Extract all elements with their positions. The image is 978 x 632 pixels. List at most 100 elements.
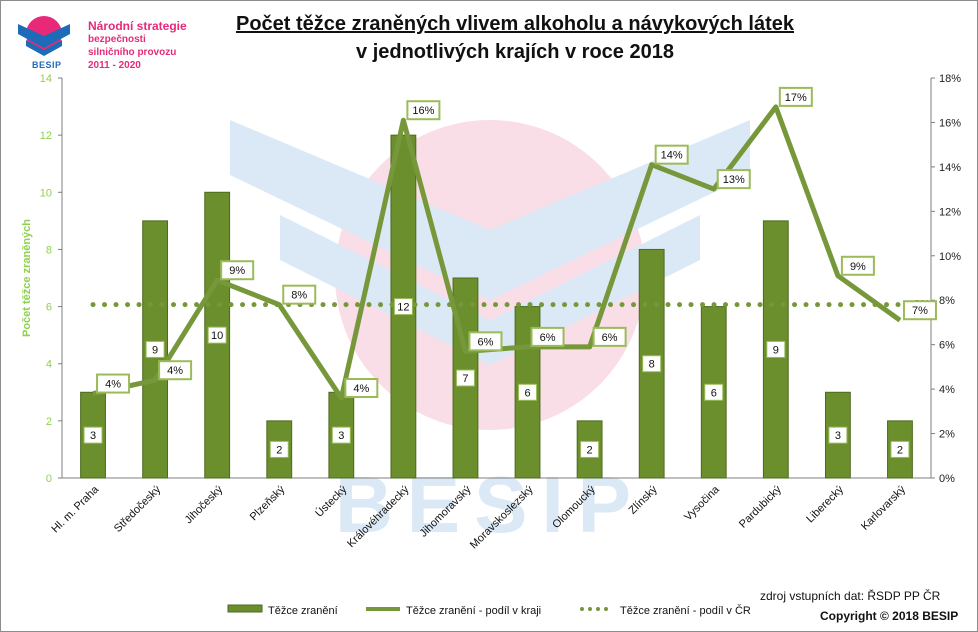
bar-value-box	[207, 326, 227, 344]
share-label-box	[468, 331, 503, 352]
bar-value-label: 7	[462, 373, 468, 385]
x-tick-label: Karlovarský	[859, 483, 908, 532]
legend-bar-swatch	[227, 604, 263, 613]
share-label-box	[406, 100, 441, 121]
bar-value-box	[269, 440, 289, 458]
title-line1: Počet těžce zraněných vlivem alkoholu a …	[235, 13, 795, 35]
bar-value-box	[518, 383, 538, 401]
logo-line3: silničního provozu	[88, 47, 177, 58]
besip-logo-icon	[18, 16, 70, 56]
bar-value-box	[393, 298, 413, 316]
y-tick-left-label: 12	[40, 130, 52, 142]
y-tick-left-label: 10	[40, 187, 52, 199]
share-label: 6%	[602, 332, 618, 344]
share-label: 17%	[785, 92, 807, 104]
bar-value-label: 3	[835, 430, 841, 442]
y-tick-right-label: 12%	[939, 206, 961, 218]
share-label-box	[96, 373, 131, 394]
legend-dotted-label: Těžce zranění - podíl v ČR	[620, 604, 751, 617]
logo-name: BESIP	[32, 60, 62, 70]
bar-value-box	[642, 355, 662, 373]
y-tick-left-label: 6	[46, 302, 52, 314]
share-label: 6%	[540, 332, 556, 344]
y-tick-left-label: 0	[46, 473, 52, 485]
share-label: 6%	[478, 336, 494, 348]
title-line2: v jednotlivých krajích v roce 2018	[356, 41, 674, 63]
share-label-box	[654, 144, 689, 165]
share-label-box	[840, 255, 875, 276]
y-tick-right-label: 0%	[939, 473, 955, 485]
chart-title: Počet těžce zraněných vlivem alkoholu a …	[200, 10, 830, 66]
y-tick-right-label: 8%	[939, 295, 955, 307]
legend-bar-label: Těžce zranění	[268, 605, 338, 617]
bar-value-label: 9	[152, 344, 158, 356]
share-label: 9%	[850, 261, 866, 273]
share-label: 8%	[291, 290, 307, 302]
bar-value-label: 6	[524, 387, 530, 399]
share-label: 7%	[912, 305, 928, 317]
bar-value-box	[704, 383, 724, 401]
x-tick-label: Liberecký	[804, 483, 846, 525]
share-label-box	[282, 284, 317, 305]
bar-value-label: 10	[211, 330, 223, 342]
bar-value-box	[828, 426, 848, 444]
data-source: zdroj vstupních dat: ŘSDP PP ČR	[760, 589, 941, 603]
y-tick-left-label: 8	[46, 244, 52, 256]
share-label-box	[716, 169, 751, 190]
x-tick-label: Středočeský	[112, 483, 164, 535]
share-label: 4%	[105, 379, 121, 391]
y-tick-left-label: 2	[46, 416, 52, 428]
bar-value-label: 6	[711, 387, 717, 399]
share-label-box	[592, 326, 627, 347]
bar-value-label: 8	[649, 359, 655, 371]
logo-line1: Národní strategie	[88, 19, 187, 33]
bar-value-box	[331, 426, 351, 444]
y-tick-right-label: 2%	[939, 429, 955, 441]
logo-line4: 2011 - 2020	[88, 60, 141, 71]
share-label-box	[530, 326, 565, 347]
y-tick-right-label: 10%	[939, 251, 961, 263]
legend: Těžce zranění Těžce zranění - podíl v kr…	[227, 604, 751, 617]
bar-value-label: 3	[338, 430, 344, 442]
bar-value-box	[766, 340, 786, 358]
copyright: Copyright © 2018 BESIP	[820, 609, 959, 623]
besip-logo: Národní strategie bezpečnosti silničního…	[14, 8, 194, 74]
y-tick-left-label: 14	[40, 73, 52, 85]
y-tick-right-label: 18%	[939, 73, 961, 85]
bar-value-box	[890, 440, 910, 458]
share-label: 9%	[229, 265, 245, 277]
share-label: 4%	[353, 383, 369, 395]
logo-line2: bezpečnosti	[88, 34, 146, 45]
share-label: 16%	[412, 105, 434, 117]
x-tick-label: Vysočina	[682, 483, 722, 523]
y-tick-left-label: 4	[46, 359, 52, 371]
x-tick-label: Jihočeský	[183, 483, 226, 526]
share-label-box	[158, 360, 193, 381]
y-axis-label: Počet těžce zraněných	[21, 219, 33, 337]
bar-value-label: 12	[397, 302, 409, 314]
legend-line-label: Těžce zranění - podíl v kraji	[406, 605, 541, 617]
share-label-box	[902, 300, 937, 321]
share-label-box	[344, 378, 379, 398]
x-tick-label: Hl. m. Praha	[49, 483, 101, 535]
y-tick-right-label: 4%	[939, 384, 955, 396]
data-labels: 39102312762869328%4%4%9%8%4%16%6%6%6%14%…	[83, 86, 937, 458]
x-tick-label: Plzeňský	[248, 483, 288, 523]
bar-value-label: 2	[587, 444, 593, 456]
share-label: 13%	[723, 174, 745, 186]
bar-value-label: 9	[773, 344, 779, 356]
y-tick-right-label: 16%	[939, 117, 961, 129]
bar-value-box	[455, 369, 475, 387]
share-label-box	[220, 260, 255, 281]
y-ticks-left: 0 2 4 6 8 10 12 14	[40, 73, 62, 485]
y-tick-right-label: 14%	[939, 162, 961, 174]
y-ticks-right: 0% 2% 4% 6% 8% 10% 12% 14% 16% 18%	[931, 73, 961, 485]
x-tick-label: Pardubický	[737, 483, 784, 530]
bar-value-label: 2	[276, 444, 282, 456]
bar-value-box	[580, 440, 600, 458]
bar-value-box	[83, 426, 103, 444]
bar-value-label: 2	[897, 444, 903, 456]
watermark-chevron-top	[230, 120, 750, 300]
share-label: 4%	[167, 365, 183, 377]
